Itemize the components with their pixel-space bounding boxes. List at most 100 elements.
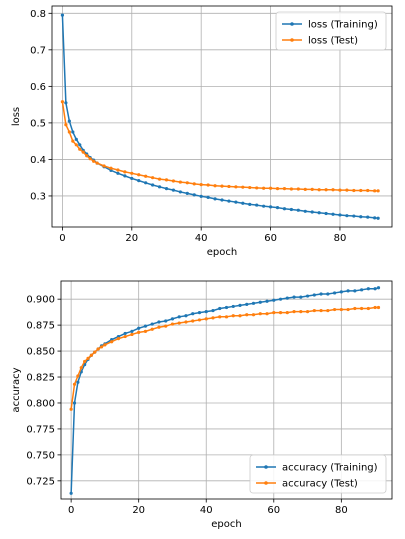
loss-series-training-point — [64, 101, 68, 105]
accuracy-series-training-point — [278, 297, 283, 301]
loss-series-test-point — [282, 187, 287, 191]
accuracy-series-test-point — [116, 337, 121, 341]
accuracy-series-test-point — [99, 345, 104, 349]
accuracy-series-test-point — [110, 340, 114, 344]
loss-series-training-point — [331, 212, 335, 216]
loss-series-test-point — [331, 188, 335, 192]
loss-series-test-point — [220, 184, 224, 188]
loss-series-test-point — [345, 188, 349, 192]
loss-y-tick-label: 0.8 — [30, 9, 46, 20]
loss-series-test-point — [81, 150, 85, 154]
accuracy-x-tick-label: 60 — [267, 505, 280, 516]
loss-plot: 0 20 40 60 80 0.3 0.4 0.5 0.6 0.7 0.8 epoch loss loss… — [11, 5, 393, 258]
loss-series-test-point — [92, 159, 96, 163]
loss-series-test-point — [157, 177, 162, 181]
accuracy-series-test-point — [305, 310, 310, 314]
accuracy-series-test-point — [197, 318, 202, 322]
loss-series-training-point — [164, 187, 169, 191]
loss-series-test-point — [95, 161, 99, 165]
accuracy-series-test-point — [130, 332, 134, 337]
accuracy-legend-box — [249, 454, 387, 494]
loss-series-training-point — [109, 168, 113, 172]
loss-series-test-point — [185, 181, 189, 185]
accuracy-y-tick-label: 0.800 — [26, 398, 55, 409]
accuracy-series-test-point — [79, 366, 83, 370]
loss-series-training-point — [345, 214, 349, 218]
loss-series-test-point — [248, 185, 252, 190]
loss-series-training-point — [275, 206, 280, 210]
accuracy-y-tick-label: 0.750 — [26, 450, 55, 461]
accuracy-series-test-point — [89, 353, 93, 357]
loss-legend: loss (Training) loss (Test) — [275, 11, 387, 51]
loss-series-training-point — [74, 137, 78, 141]
accuracy-series-test-point — [86, 356, 90, 360]
loss-series-training-point — [151, 183, 155, 187]
loss-series-test-point — [88, 157, 92, 161]
loss-series-test-point — [78, 147, 82, 151]
loss-series-test-point — [67, 130, 71, 134]
accuracy-series-training-point — [143, 324, 148, 328]
accuracy-series-test-point — [278, 311, 283, 315]
accuracy-series-training-point — [218, 306, 222, 311]
loss-series-test-point — [109, 166, 113, 170]
accuracy-series-test-point — [137, 330, 141, 334]
loss-series-test-point — [255, 186, 259, 190]
accuracy-series-test-line — [70, 306, 379, 410]
loss-series-training-point — [71, 130, 75, 134]
accuracy-series-training-point — [76, 380, 80, 384]
accuracy-series-test-point — [265, 312, 269, 316]
loss-legend-box — [275, 11, 387, 51]
accuracy-series-training-point — [292, 295, 296, 299]
accuracy-series-training-point — [184, 314, 188, 318]
accuracy-y-tick-label: 0.825 — [26, 373, 55, 384]
accuracy-legend: accuracy (Training) accuracy (Test) — [249, 454, 387, 494]
loss-series-test-point — [268, 186, 273, 190]
accuracy-series-test-point — [272, 311, 276, 315]
loss-series-test-point — [199, 183, 203, 187]
accuracy-series-test-point — [292, 310, 296, 314]
loss-series-training-point — [192, 193, 196, 197]
accuracy-series-test-point — [157, 325, 161, 329]
loss-series-test-point — [171, 179, 176, 183]
accuracy-series-training-point — [339, 290, 343, 294]
accuracy-series-test-point — [319, 308, 323, 313]
accuracy-series-training-point — [376, 286, 381, 290]
accuracy-y-tick-label: 0.875 — [26, 321, 55, 332]
accuracy-y-tick-label: 0.900 — [26, 295, 55, 306]
accuracy-series-test-point — [245, 313, 249, 317]
accuracy-series-test-point — [238, 314, 242, 318]
loss-series-training-point — [178, 190, 182, 194]
accuracy-series-test-point — [177, 321, 181, 325]
loss-series-training — [60, 13, 380, 220]
loss-axes-frame — [51, 5, 393, 228]
loss-series-training-point — [123, 174, 127, 178]
accuracy-series-test-point — [103, 343, 107, 347]
loss-legend-entry-test: loss (Test) — [282, 36, 358, 47]
loss-series-training-point — [137, 179, 141, 183]
accuracy-series-test-point — [170, 322, 175, 326]
loss-series-training-point — [227, 199, 231, 203]
loss-y-tick-label: 0.4 — [30, 155, 46, 166]
accuracy-series-test-point — [326, 308, 330, 313]
loss-series-training-point — [78, 143, 82, 147]
accuracy-series-training-point — [305, 294, 310, 298]
accuracy-series-test-point — [211, 316, 215, 320]
accuracy-y-tick-label: 0.725 — [26, 476, 55, 487]
loss-series-training-point — [206, 195, 210, 200]
loss-x-axis-label: epoch — [207, 247, 237, 258]
accuracy-series-training-point — [224, 305, 229, 310]
accuracy-series-training-point — [157, 320, 161, 324]
loss-series-test-point — [317, 188, 321, 192]
accuracy-legend-entry-training-marker — [264, 465, 268, 469]
loss-series-test-point — [206, 183, 210, 187]
loss-series-test-point — [137, 173, 141, 177]
accuracy-x-tick-label: 0 — [68, 505, 74, 516]
loss-series-training-point — [60, 13, 65, 17]
loss-series-training-point — [234, 200, 238, 204]
loss-series-test-point — [116, 168, 120, 172]
accuracy-series-training-point — [366, 287, 370, 291]
accuracy-series-test — [69, 305, 381, 411]
loss-series-test-point — [227, 184, 231, 189]
loss-series-training-point — [338, 213, 342, 217]
